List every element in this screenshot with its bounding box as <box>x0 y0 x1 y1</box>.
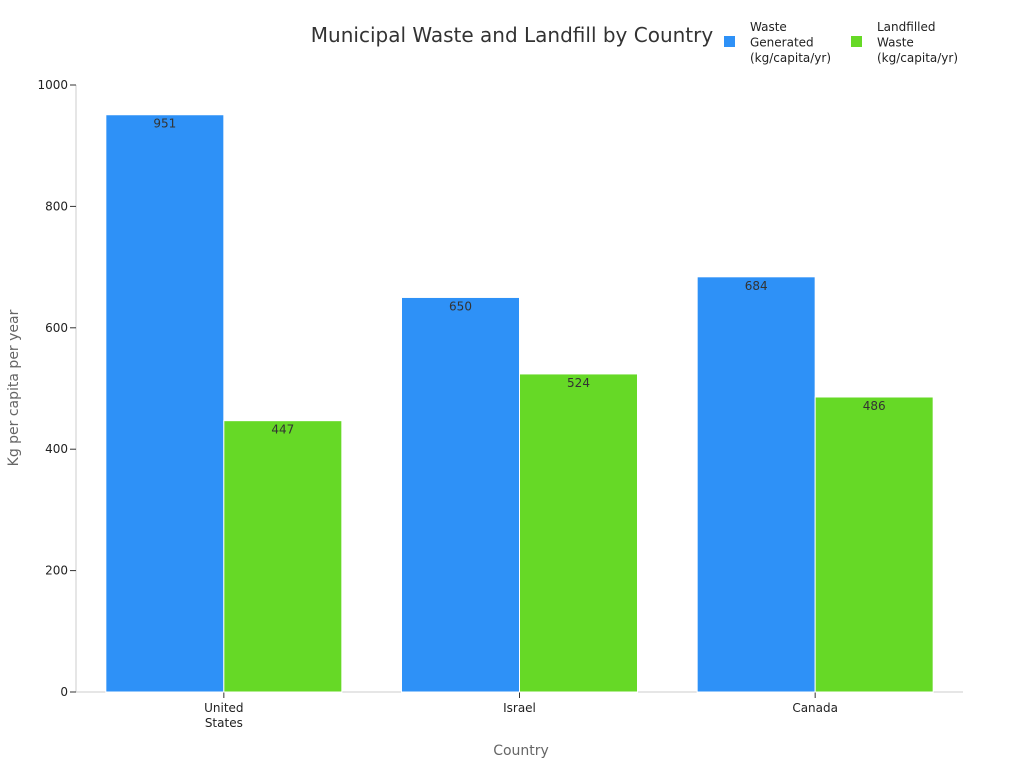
legend-label: Landfilled Waste (kg/capita/yr) <box>877 20 958 65</box>
legend-swatch <box>851 36 862 47</box>
x-tick-label: Israel <box>503 701 536 715</box>
x-tick-label: Canada <box>792 701 838 715</box>
y-axis-title: Kg per capita per year <box>6 309 22 466</box>
data-labels: 951 447 650 524 684 486 <box>153 117 885 437</box>
x-tick-label: United States <box>204 701 243 730</box>
bar <box>401 296 520 693</box>
y-tick-label: 0 <box>60 685 68 699</box>
y-tick-label: 1000 <box>37 78 68 92</box>
legend-swatch <box>724 36 735 47</box>
legend: Waste Generated (kg/capita/yr) Landfilled Wa… <box>724 20 958 65</box>
y-tick-label: 600 <box>45 321 68 335</box>
legend-label: Waste Generated (kg/capita/yr) <box>750 20 831 65</box>
bar <box>105 114 225 693</box>
data-label: 486 <box>863 399 886 413</box>
bar <box>696 276 816 693</box>
bars <box>105 114 934 693</box>
y-axis: 0 200 400 600 800 1000 <box>37 78 77 699</box>
bar <box>519 373 638 693</box>
data-label: 951 <box>153 117 176 131</box>
x-axis: United States Israel Canada <box>76 691 963 730</box>
bar <box>223 420 343 693</box>
data-label: 684 <box>745 279 768 293</box>
y-tick-label: 200 <box>45 564 68 578</box>
legend-item: Waste Generated (kg/capita/yr) <box>724 20 831 65</box>
bar <box>814 396 934 693</box>
y-tick-label: 800 <box>45 199 68 213</box>
y-tick-label: 400 <box>45 442 68 456</box>
data-label: 447 <box>271 423 294 437</box>
data-label: 524 <box>567 376 590 390</box>
legend-item: Landfilled Waste (kg/capita/yr) <box>851 20 958 65</box>
chart-title: Municipal Waste and Landfill by Country <box>311 23 714 47</box>
x-axis-title: Country <box>493 743 549 759</box>
data-label: 650 <box>449 299 472 313</box>
